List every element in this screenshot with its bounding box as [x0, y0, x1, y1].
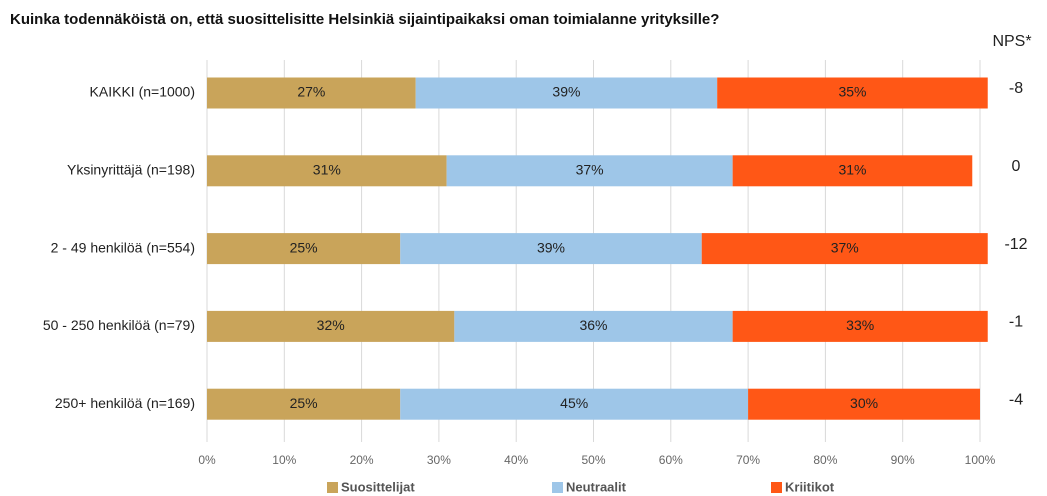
data-label: 39% [537, 239, 565, 255]
x-tick-label: 30% [427, 453, 451, 467]
bar-segment [717, 77, 988, 109]
bar-segment [207, 233, 401, 265]
x-tick-label: 70% [736, 453, 760, 467]
bar-segment [400, 388, 749, 420]
data-label: 32% [317, 317, 345, 333]
x-tick-label: 0% [198, 453, 216, 467]
y-tick-label: Yksinyrittäjä (n=198) [67, 162, 195, 178]
bar-segment [454, 310, 733, 342]
bar-segment [732, 310, 988, 342]
data-label: 27% [297, 84, 325, 100]
bar-segment [207, 155, 447, 187]
legend-label: Kriitikot [785, 479, 835, 494]
y-tick-label: 2 - 49 henkilöä (n=554) [51, 239, 195, 255]
y-tick-label: 250+ henkilöä (n=169) [55, 395, 195, 411]
data-label: 30% [850, 395, 878, 411]
legend-label: Suosittelijat [341, 479, 415, 494]
bar-segment [748, 388, 980, 420]
nps-value: -4 [1009, 391, 1023, 408]
nps-value: -8 [1009, 80, 1023, 97]
nps-value: 0 [1012, 158, 1021, 175]
data-label: 45% [560, 395, 588, 411]
x-tick-label: 90% [891, 453, 915, 467]
bar-segment [400, 233, 702, 265]
data-label: 25% [290, 395, 318, 411]
y-tick-label: KAIKKI (n=1000) [90, 84, 195, 100]
legend-swatch [771, 482, 782, 493]
x-tick-label: 20% [350, 453, 374, 467]
bar-segment [701, 233, 988, 265]
nps-header: NPS* [992, 33, 1031, 50]
data-label: 31% [838, 162, 866, 178]
legend-swatch [552, 482, 563, 493]
data-label: 31% [313, 162, 341, 178]
x-tick-label: 10% [272, 453, 296, 467]
data-label: 25% [290, 239, 318, 255]
bar-segment [207, 77, 416, 109]
bar-segment [732, 155, 973, 187]
legend-swatch [327, 482, 338, 493]
bar-segment [207, 388, 401, 420]
data-label: 36% [579, 317, 607, 333]
y-tick-label: 50 - 250 henkilöä (n=79) [43, 317, 195, 333]
chart-title: Kuinka todennäköistä on, että suositteli… [10, 11, 719, 28]
x-tick-label: 40% [504, 453, 528, 467]
legend-label: Neutraalit [566, 479, 627, 494]
x-tick-label: 100% [965, 453, 996, 467]
bar-segment [415, 77, 718, 109]
bar-segment [207, 310, 455, 342]
data-label: 39% [552, 84, 580, 100]
x-tick-label: 50% [581, 453, 605, 467]
x-tick-label: 60% [659, 453, 683, 467]
nps-value: -12 [1004, 236, 1027, 253]
nps-value: -1 [1009, 314, 1023, 331]
data-label: 37% [831, 239, 859, 255]
bar-segment [446, 155, 733, 187]
x-tick-label: 80% [813, 453, 837, 467]
data-label: 37% [576, 162, 604, 178]
data-label: 35% [838, 84, 866, 100]
data-label: 33% [846, 317, 874, 333]
